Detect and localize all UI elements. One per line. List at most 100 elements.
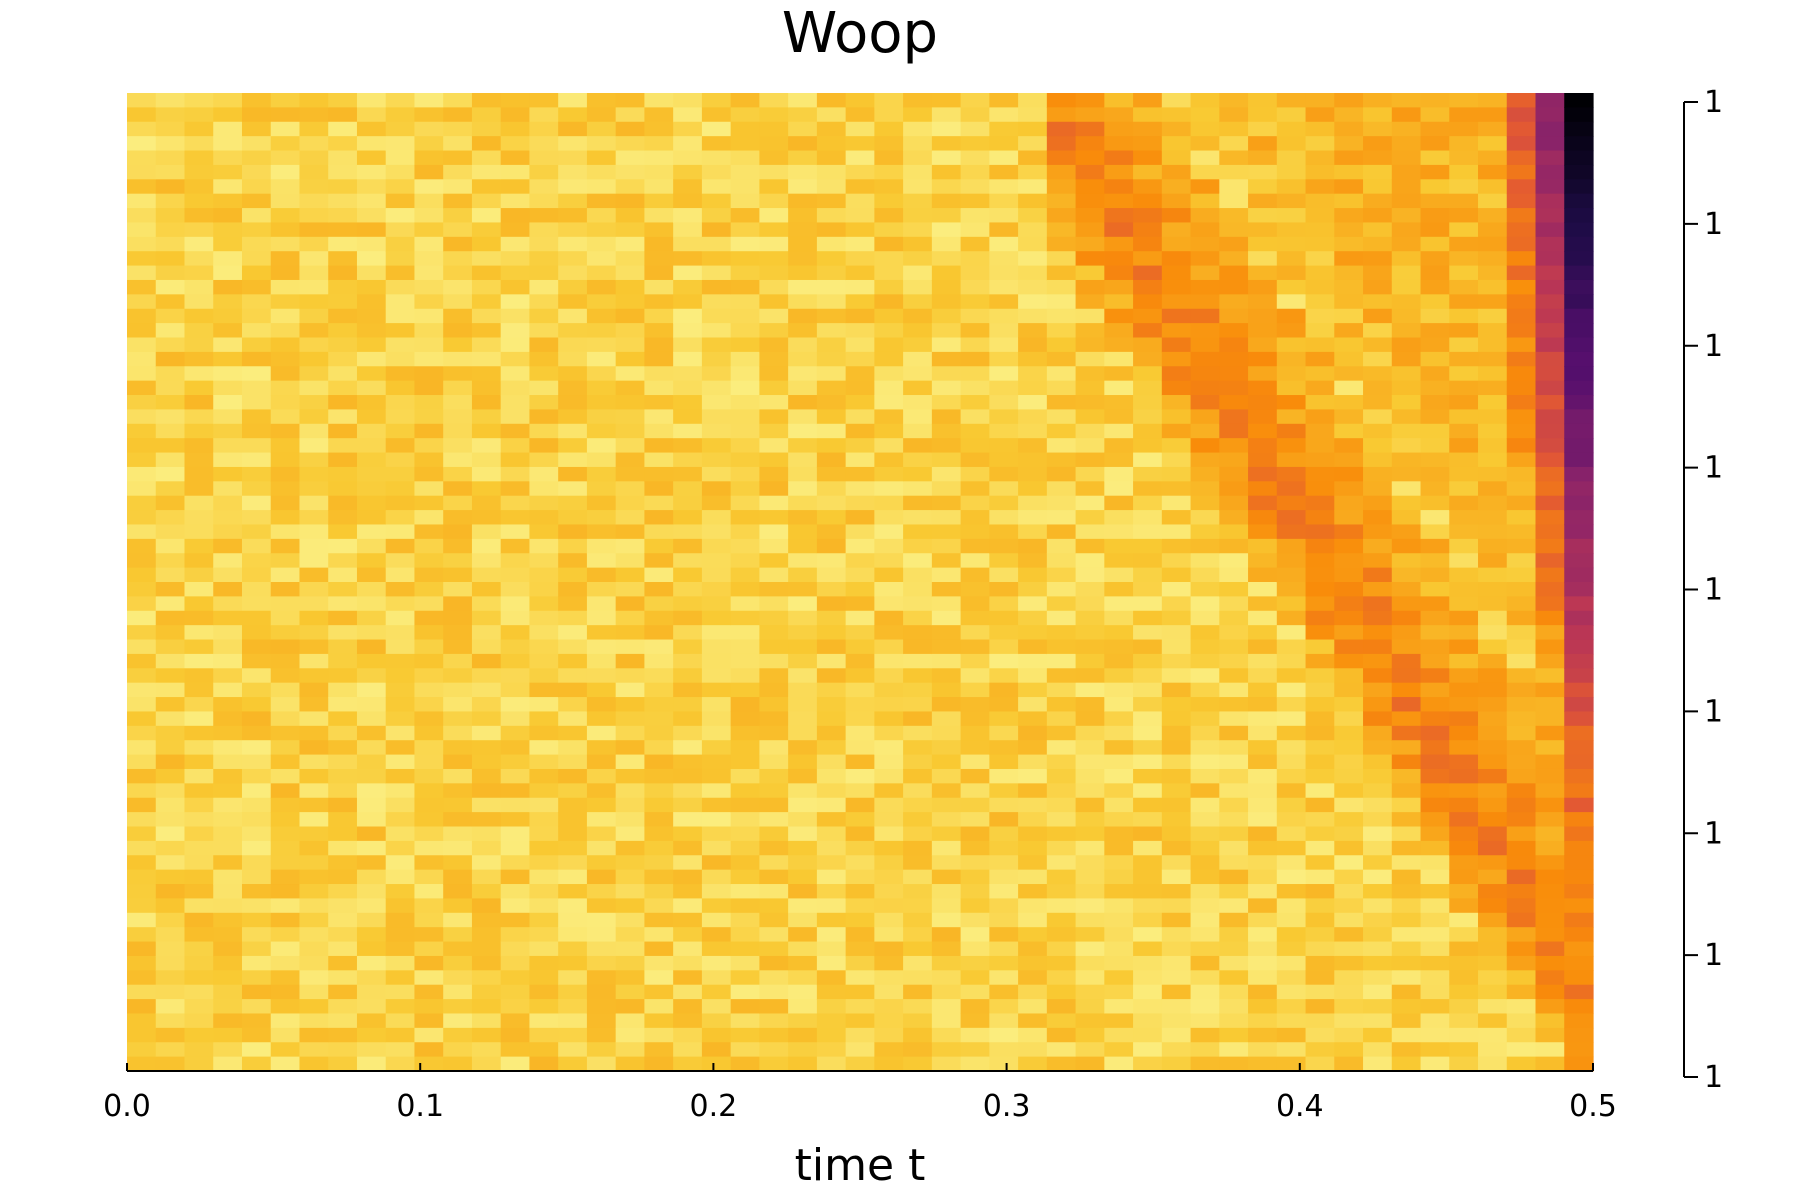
heatmap-cell [1219, 481, 1249, 497]
heatmap-cell [1564, 150, 1594, 166]
heatmap-cell [1248, 1013, 1278, 1029]
heatmap-cell [673, 855, 703, 871]
heatmap-cell [960, 927, 990, 943]
heatmap-cell [1334, 697, 1364, 713]
heatmap-cell [1133, 1013, 1163, 1029]
heatmap-cell [903, 452, 933, 468]
heatmap-cell [356, 682, 387, 698]
heatmap-cell [701, 553, 732, 569]
heatmap-cell [241, 1027, 272, 1043]
heatmap-cell [1363, 955, 1393, 971]
heatmap-cell [1046, 783, 1077, 799]
heatmap-cell [184, 567, 214, 583]
heatmap-cell [615, 452, 646, 468]
heatmap-cell [299, 93, 329, 108]
heatmap-cell [155, 452, 186, 468]
heatmap-cell [1305, 653, 1335, 669]
heatmap-cell [1506, 884, 1537, 900]
heatmap-cell [127, 279, 157, 295]
heatmap-cell [1018, 639, 1048, 655]
heatmap-cell [1133, 265, 1163, 281]
heatmap-cell [1133, 121, 1163, 137]
heatmap-cell [127, 984, 157, 1000]
heatmap-cell [1305, 682, 1335, 698]
heatmap-cell [816, 438, 847, 454]
heatmap-cell [299, 179, 329, 195]
heatmap-cell [759, 596, 789, 612]
heatmap-cell [788, 1027, 818, 1043]
heatmap-cell [1478, 797, 1508, 813]
heatmap-cell [1190, 653, 1220, 669]
heatmap-cell [356, 754, 387, 770]
heatmap-cell [155, 438, 186, 454]
heatmap-cell [903, 567, 933, 583]
heatmap-cell [1478, 323, 1508, 339]
heatmap-cell [1420, 697, 1450, 713]
heatmap-cell [1104, 510, 1134, 526]
heatmap-cell [874, 423, 904, 439]
heatmap-cell [1478, 93, 1508, 108]
heatmap-cell [1564, 351, 1594, 367]
heatmap-cell [127, 1013, 157, 1029]
heatmap-cell [701, 1027, 732, 1043]
heatmap-cell [1190, 927, 1220, 943]
heatmap-cell [1248, 93, 1278, 108]
heatmap-cell [1449, 538, 1479, 554]
heatmap-cell [270, 337, 301, 353]
heatmap-cell [644, 768, 674, 784]
heatmap-cell [989, 423, 1019, 439]
heatmap-cell [1305, 740, 1335, 756]
heatmap-cell [816, 725, 847, 741]
heatmap-cell [788, 279, 818, 295]
heatmap-cell [213, 1027, 243, 1043]
heatmap-cell [529, 840, 559, 856]
heatmap-cell [529, 294, 559, 310]
heatmap-cell [1449, 423, 1479, 439]
heatmap-cell [414, 812, 444, 828]
heatmap-cell [644, 1027, 674, 1043]
heatmap-cell [701, 984, 732, 1000]
heatmap-cell [1046, 366, 1077, 382]
heatmap-cell [1420, 1042, 1450, 1058]
heatmap-cell [1449, 1042, 1479, 1058]
heatmap-cell [931, 121, 962, 137]
heatmap-cell [1449, 855, 1479, 871]
heatmap-cell [874, 121, 904, 137]
heatmap-cell [443, 510, 473, 526]
heatmap-cell [845, 970, 875, 986]
heatmap-cell [127, 754, 157, 770]
heatmap-cell [960, 697, 990, 713]
heatmap-cell [385, 438, 416, 454]
heatmap-cell [299, 927, 329, 943]
heatmap-cell [1248, 797, 1278, 813]
heatmap-cell [1334, 136, 1364, 152]
heatmap-cell [931, 682, 962, 698]
heatmap-cell [1161, 351, 1192, 367]
heatmap-cell [127, 323, 157, 339]
heatmap-cell [615, 279, 646, 295]
heatmap-cell [1248, 337, 1278, 353]
heatmap-cell [730, 898, 760, 914]
heatmap-cell [816, 1027, 847, 1043]
heatmap-cell [673, 222, 703, 238]
heatmap-cell [586, 294, 617, 310]
heatmap-cell [471, 466, 502, 482]
heatmap-cell [1219, 812, 1249, 828]
heatmap-cell [443, 970, 473, 986]
heatmap-cell [184, 265, 214, 281]
heatmap-cell [1018, 1013, 1048, 1029]
heatmap-cell [845, 466, 875, 482]
heatmap-cell [1190, 538, 1220, 554]
heatmap-cell [788, 538, 818, 554]
heatmap-cell [1305, 150, 1335, 166]
heatmap-cell [213, 265, 243, 281]
heatmap-cell [1248, 754, 1278, 770]
heatmap-cell [1276, 1013, 1307, 1029]
heatmap-cell [1391, 596, 1422, 612]
heatmap-cell [356, 582, 387, 597]
heatmap-cell [701, 438, 732, 454]
heatmap-cell [1564, 797, 1594, 813]
heatmap-cell [299, 538, 329, 554]
heatmap-cell [1564, 970, 1594, 986]
heatmap-cell [1535, 855, 1565, 871]
